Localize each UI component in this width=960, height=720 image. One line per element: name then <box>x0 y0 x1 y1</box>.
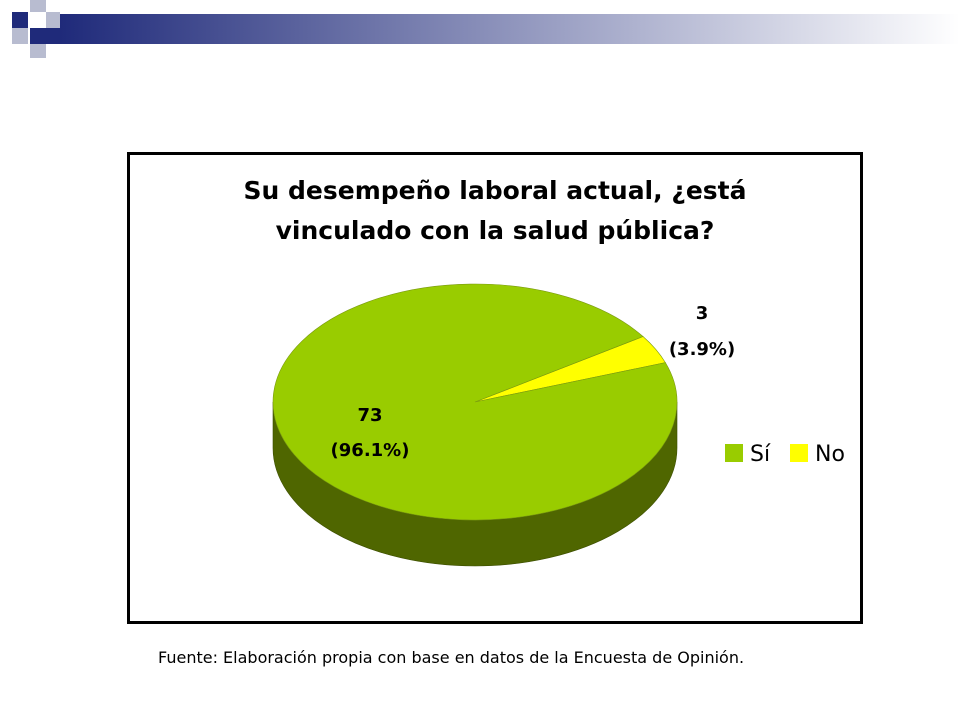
legend-swatch-no <box>790 444 808 462</box>
slice-label-si-count: 73 <box>357 405 382 426</box>
header-square-grey-1 <box>30 0 46 12</box>
slice-label-no-percent: (3.9%) <box>669 339 735 360</box>
slide-header-decoration <box>12 0 960 58</box>
source-note: Fuente: Elaboración propia con base en d… <box>158 648 745 667</box>
chart-title-line-2: vinculado con la salud pública? <box>276 216 715 245</box>
legend-label-si: Sí <box>750 442 771 467</box>
header-square-grey-3 <box>12 28 28 44</box>
pie-group <box>272 283 678 567</box>
legend-label-no: No <box>815 442 845 467</box>
legend: Sí No <box>725 442 845 467</box>
header-square-grey-4 <box>30 44 46 58</box>
header-gradient-bar <box>60 14 960 44</box>
header-square-blue-2 <box>46 28 60 44</box>
legend-swatch-si <box>725 444 743 462</box>
pie-chart: Su desempeño laboral actual, ¿está vincu… <box>244 176 845 567</box>
slice-label-no-count: 3 <box>696 303 709 324</box>
chart-frame: Su desempeño laboral actual, ¿está vincu… <box>127 152 863 624</box>
header-square-blue-3 <box>30 28 46 44</box>
pie-slice-si <box>272 283 678 521</box>
slice-label-si-percent: (96.1%) <box>331 440 410 461</box>
chart-title-line-1: Su desempeño laboral actual, ¿está <box>244 176 747 205</box>
header-square-grey-2 <box>46 12 60 28</box>
header-square-blue-1 <box>12 12 28 28</box>
